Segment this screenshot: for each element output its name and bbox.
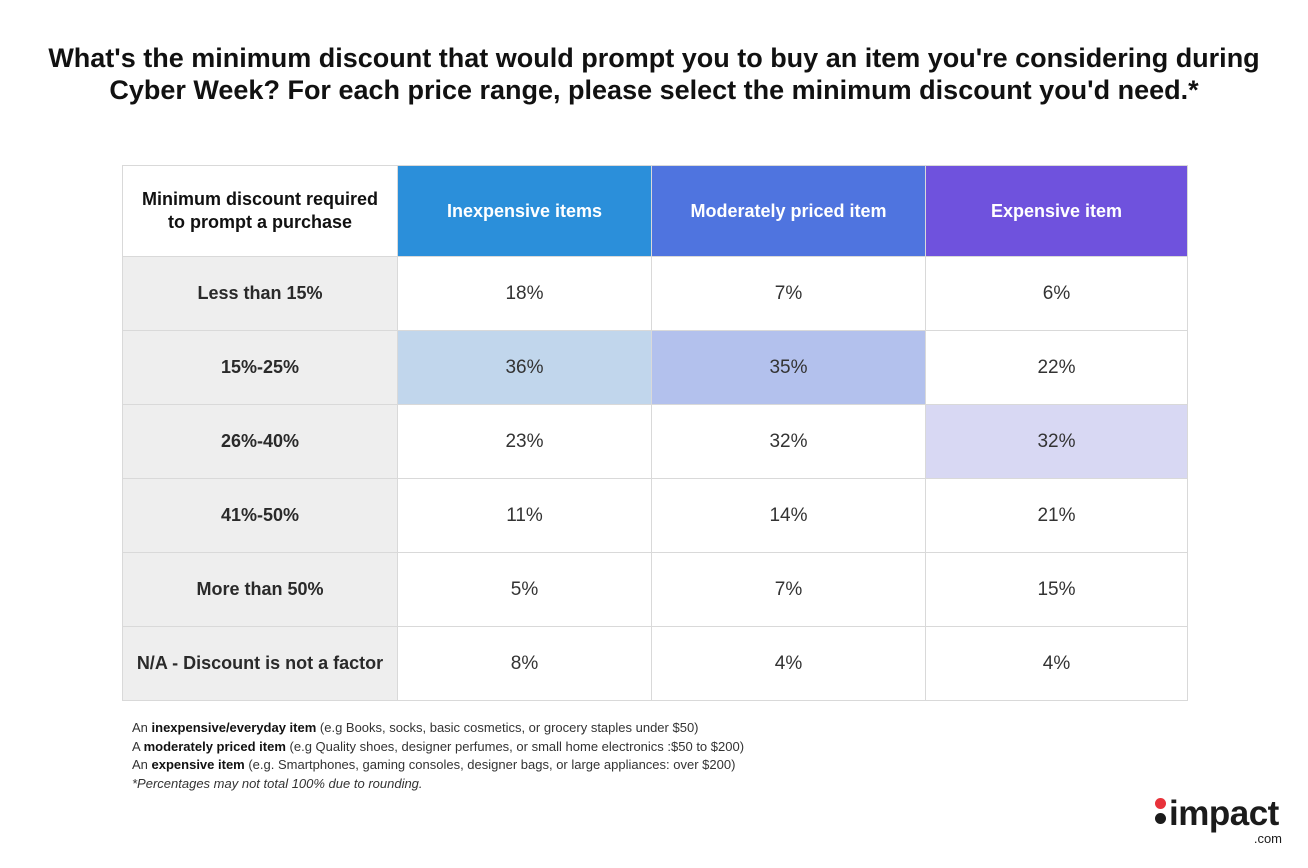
row-label: More than 50% <box>122 552 398 627</box>
note-term: moderately priced item <box>143 738 286 754</box>
value-cell: 4% <box>925 626 1188 701</box>
value-cell: 35% <box>651 330 926 405</box>
table-row: 26%-40% 23% 32% 32% <box>122 404 1188 479</box>
row-label: N/A - Discount is not a factor <box>122 626 398 701</box>
note-prefix: A <box>132 738 144 754</box>
value-cell: 5% <box>397 552 652 627</box>
table-row: 15%-25% 36% 35% 22% <box>122 330 1188 405</box>
value-cell: 32% <box>651 404 926 479</box>
note-term: expensive item <box>151 757 245 772</box>
note-term: inexpensive/everyday item <box>151 720 317 735</box>
value-cell: 6% <box>925 256 1188 331</box>
table-row: 41%-50% 11% 14% 21% <box>122 478 1188 553</box>
corner-header-line-2: to prompt a purchase <box>167 212 353 232</box>
table-row: Less than 15% 18% 7% 6% <box>122 256 1188 331</box>
page-title: What's the minimum discount that would p… <box>40 42 1268 106</box>
note-detail: (e.g Books, socks, basic cosmetics, or g… <box>316 720 699 735</box>
column-header-inexpensive: Inexpensive items <box>397 165 652 257</box>
value-cell: 7% <box>651 256 926 331</box>
value-cell: 8% <box>397 626 652 701</box>
value-cell: 15% <box>925 552 1188 627</box>
row-label: 41%-50% <box>122 478 398 553</box>
value-cell: 32% <box>925 404 1188 479</box>
discount-table: Minimum discount required to prompt a pu… <box>122 165 1188 701</box>
value-cell: 7% <box>651 552 926 627</box>
logo-black-dot <box>1155 813 1166 824</box>
note-detail: (e.g Quality shoes, designer perfumes, o… <box>285 738 745 754</box>
corner-header-line-1: Minimum discount required <box>141 189 378 209</box>
value-cell: 14% <box>651 478 926 553</box>
definitions-notes: An inexpensive/everyday item (e.g Books,… <box>132 719 744 793</box>
note-expensive: An expensive item (e.g. Smartphones, gam… <box>132 756 744 775</box>
value-cell: 21% <box>925 478 1188 553</box>
note-moderate: A moderately priced item (e.g Quality sh… <box>132 738 744 757</box>
impact-logo: impact .com <box>1151 794 1286 846</box>
note-detail: (e.g. Smartphones, gaming consoles, desi… <box>244 757 736 772</box>
value-cell: 22% <box>925 330 1188 405</box>
column-header-expensive: Expensive item <box>925 165 1188 257</box>
value-cell: 4% <box>651 626 926 701</box>
row-label: 15%-25% <box>122 330 398 405</box>
value-cell: 18% <box>397 256 652 331</box>
logo-wordmark: impact <box>1169 794 1279 833</box>
note-inexpensive: An inexpensive/everyday item (e.g Books,… <box>132 719 744 738</box>
title-line-1: What's the minimum discount that would p… <box>48 43 1260 73</box>
value-cell: 23% <box>397 404 652 479</box>
table-row: More than 50% 5% 7% 15% <box>122 552 1188 627</box>
row-label: Less than 15% <box>122 256 398 331</box>
column-header-moderate: Moderately priced item <box>651 165 926 257</box>
note-prefix: An <box>132 757 152 772</box>
row-label: 26%-40% <box>122 404 398 479</box>
value-cell: 11% <box>397 478 652 553</box>
title-line-2: Cyber Week? For each price range, please… <box>109 75 1199 105</box>
logo-suffix: .com <box>1253 831 1282 846</box>
note-prefix: An <box>132 720 152 735</box>
header-row: Minimum discount required to prompt a pu… <box>122 165 1188 257</box>
corner-header: Minimum discount required to prompt a pu… <box>122 165 398 257</box>
footnote: *Percentages may not total 100% due to r… <box>132 775 423 791</box>
table-row: N/A - Discount is not a factor 8% 4% 4% <box>122 626 1188 701</box>
value-cell: 36% <box>397 330 652 405</box>
logo-red-dot <box>1155 798 1166 809</box>
